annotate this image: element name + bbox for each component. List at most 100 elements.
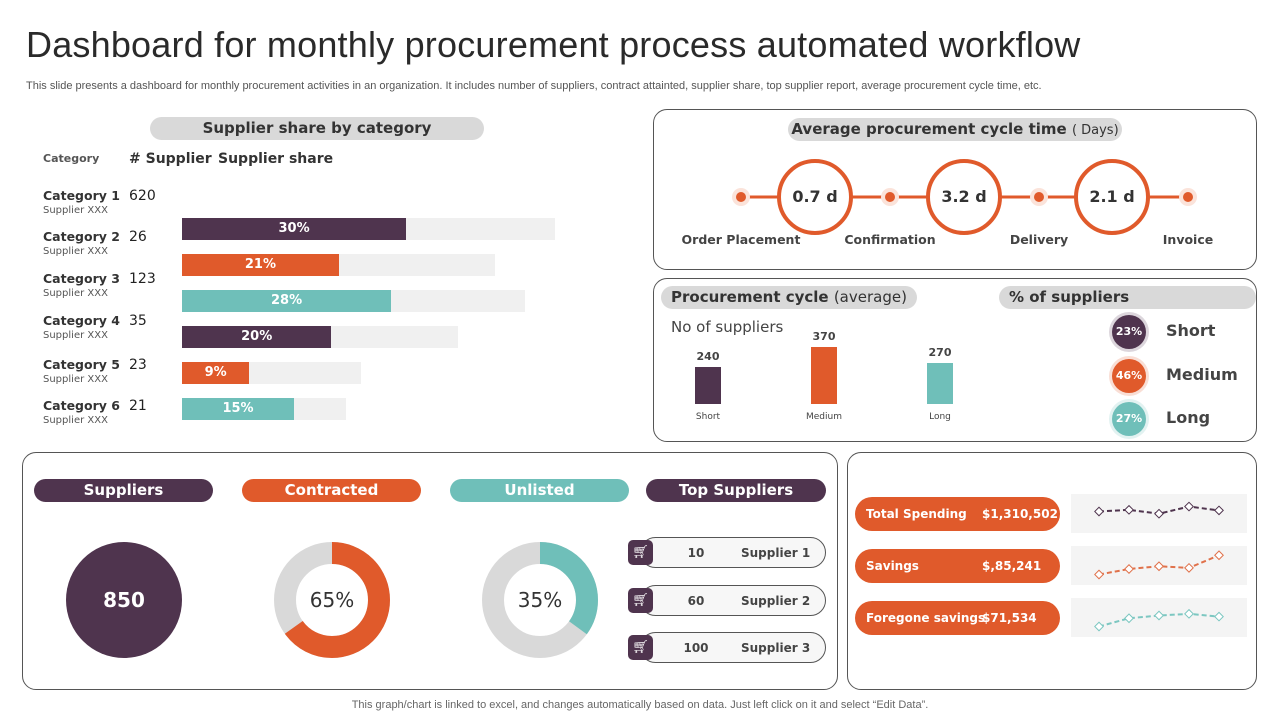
- procurement-bar-category: Medium: [806, 412, 842, 422]
- share-bar-label: 20%: [241, 329, 273, 344]
- cycle-title: Average procurement cycle time ( Days): [788, 118, 1122, 141]
- step-dot: [1034, 192, 1044, 202]
- step-dot: [885, 192, 895, 202]
- contracted-pill: Contracted: [242, 479, 421, 502]
- procurement-bar-value: 370: [813, 330, 836, 343]
- category-supplier-count: 21: [129, 398, 147, 414]
- spend-value: $71,534: [982, 611, 1037, 625]
- sparkline-marker: [1214, 611, 1224, 622]
- sparkline-marker: [1154, 508, 1164, 519]
- share-bar: [182, 254, 339, 276]
- category-name: Category 5: [43, 357, 120, 372]
- top-supplier-count: 10: [687, 546, 705, 560]
- procurement-bar: [811, 347, 837, 404]
- procurement-bar-category: Short: [696, 412, 721, 422]
- pct-circle: 23%: [1112, 315, 1146, 349]
- sparkline-box: [1071, 494, 1247, 533]
- procurement-bar-value: 240: [697, 350, 720, 363]
- top-supplier-name: Supplier 3: [741, 641, 811, 655]
- pct-circle: 46%: [1112, 359, 1146, 393]
- cycle-unit: ( Days): [1071, 123, 1119, 138]
- page-subtitle: This slide presents a dashboard for mont…: [26, 80, 1042, 92]
- sparkline-box: [1071, 598, 1247, 637]
- top-supplier-row: 100 Supplier 3: [640, 632, 826, 663]
- col-supplier: # Supplier: [129, 151, 212, 167]
- col-category: Category: [43, 152, 100, 165]
- category-name: Category 2: [43, 229, 120, 244]
- cycle-time-ring: [777, 159, 853, 235]
- sparkline-marker: [1184, 608, 1194, 619]
- contracted-donut: [274, 542, 390, 658]
- kpi-charts: [66, 542, 598, 658]
- contracted-value: 65%: [309, 588, 355, 612]
- procurement-bar-category: Long: [929, 412, 951, 422]
- spending-panel: [847, 452, 1257, 690]
- share-bar-label: 9%: [204, 365, 227, 380]
- pct-circle: 27%: [1112, 402, 1146, 436]
- sparkline-marker: [1154, 561, 1164, 572]
- top-supplier-row: 60 Supplier 2: [640, 585, 826, 616]
- spend-label: Foregone savings: [866, 611, 986, 625]
- pct-label: Short: [1166, 321, 1216, 340]
- sparkline-box: [1071, 546, 1247, 585]
- cycle-time: 3.2 d: [941, 187, 987, 206]
- procurement-bar-chart: 240 Short 370 Medium 270 Long: [695, 330, 953, 422]
- top-supplier-row: 10 Supplier 1: [640, 537, 826, 568]
- category-name: Category 1: [43, 188, 120, 203]
- top-supplier-name: Supplier 1: [741, 546, 811, 560]
- sparkline-marker: [1124, 564, 1134, 574]
- unlisted-donut: [482, 542, 598, 658]
- procurement-ylabel: No of suppliers: [671, 318, 784, 336]
- top-supplier-count: 60: [687, 594, 705, 608]
- share-bar-label: 21%: [244, 257, 276, 272]
- category-sub: Supplier XXX: [43, 374, 108, 385]
- sparkline-marker: [1184, 501, 1194, 512]
- cycle-step-label: Delivery: [1009, 232, 1069, 247]
- cycle-step-label: Confirmation: [844, 232, 936, 247]
- share-bar-label: 15%: [222, 401, 254, 416]
- share-bar: [182, 290, 392, 312]
- col-share: Supplier share: [218, 151, 334, 167]
- procurement-panel: [653, 278, 1257, 442]
- cycle-panel: [653, 109, 1257, 270]
- procurement-bar: [927, 363, 953, 404]
- page-title: Dashboard for monthly procurement proces…: [26, 24, 1081, 65]
- share-bar-label: 28%: [271, 293, 303, 308]
- sparkline: [1098, 612, 1220, 628]
- procurement-bar-value: 270: [929, 346, 952, 359]
- cart-icon: 🛒︎: [628, 635, 653, 660]
- sparkline-marker: [1154, 610, 1164, 621]
- category-name: Category 6: [43, 398, 120, 413]
- suppliers-circle: [66, 542, 182, 658]
- cycle-time: 2.1 d: [1089, 187, 1135, 206]
- share-bar: [182, 326, 332, 348]
- sparkline-marker: [1214, 505, 1224, 516]
- cycle-step-label: Invoice: [1162, 232, 1214, 247]
- pct-suppliers-title: % of suppliers: [999, 286, 1256, 309]
- sparkline-marker: [1124, 613, 1134, 624]
- unlisted-value: 35%: [517, 588, 563, 612]
- pct-label: Long: [1166, 408, 1211, 427]
- procurement-bar: [695, 367, 721, 404]
- cycle-diagram: [732, 159, 1197, 235]
- top-supplier-name: Supplier 2: [741, 594, 811, 608]
- top-supplier-count: 100: [683, 641, 709, 655]
- share-bar: [182, 218, 407, 240]
- sparkline-marker: [1094, 506, 1104, 517]
- sparkline-marker: [1184, 562, 1194, 573]
- spend-pill: Total Spending $1,310,502: [855, 497, 1060, 531]
- category-supplier-count: 23: [129, 357, 147, 373]
- cycle-title-text: Average procurement cycle time: [791, 120, 1067, 138]
- sparkline-marker: [1214, 550, 1224, 561]
- unlisted-pill: Unlisted: [450, 479, 629, 502]
- cycle-step-label: Order Placement: [681, 232, 801, 247]
- spend-label: Savings: [866, 559, 919, 573]
- cycle-time-ring: [926, 159, 1002, 235]
- footer-note: This graph/chart is linked to excel, and…: [351, 699, 929, 711]
- step-dot: [1183, 192, 1193, 202]
- step-dot: [736, 192, 746, 202]
- category-sub: Supplier XXX: [43, 415, 108, 426]
- supplier-share-title: Supplier share by category: [150, 117, 484, 140]
- category-sub: Supplier XXX: [43, 330, 108, 341]
- category-name: Category 4: [43, 313, 120, 328]
